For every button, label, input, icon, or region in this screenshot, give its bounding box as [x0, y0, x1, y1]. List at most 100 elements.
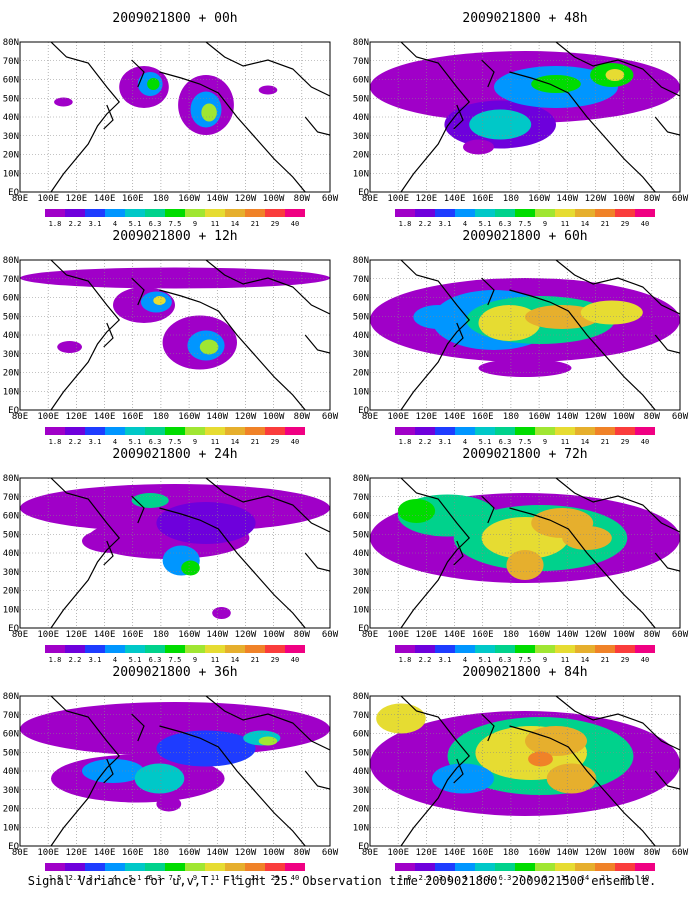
x-tick-label: 120E: [416, 194, 438, 204]
y-tick-label: 30N: [3, 132, 19, 142]
y-tick-label: 50N: [3, 94, 19, 104]
colorbar-swatch: [475, 863, 495, 871]
colorbar-swatch: [205, 209, 225, 217]
colorbar-label: 4: [463, 438, 467, 446]
y-tick-label: 20N: [353, 369, 369, 379]
x-tick-label: 160W: [528, 412, 550, 422]
panel-84h: 2009021800 + 84h 80E 100E 120E 140E 160E 180 16…: [353, 665, 689, 882]
variance-contour: [478, 359, 572, 377]
y-tick-label: 80N: [353, 256, 369, 266]
x-tick-label: 80E: [12, 848, 28, 858]
x-tick-label: 140W: [206, 630, 228, 640]
colorbar-swatch: [475, 645, 495, 653]
variance-contour: [258, 85, 278, 95]
colorbar-swatch: [435, 645, 455, 653]
colorbar-swatch: [185, 863, 205, 871]
variance-contour: [506, 550, 544, 580]
x-tick-label: 120E: [66, 630, 88, 640]
y-tick-label: EQ: [358, 406, 369, 416]
colorbar-label: 7.5: [519, 874, 532, 882]
colorbar-swatch: [205, 427, 225, 435]
colorbar-label: 3.1: [439, 220, 452, 228]
x-tick-label: 120W: [235, 194, 257, 204]
y-tick-label: EQ: [8, 188, 19, 198]
variance-contour: [54, 97, 73, 107]
colorbar-swatch: [145, 863, 165, 871]
colorbar-label: 40: [641, 220, 649, 228]
variance-contour: [531, 75, 581, 93]
x-tick-label: 160E: [472, 848, 494, 858]
y-tick-label: 40N: [353, 549, 369, 559]
colorbar-swatch: [45, 863, 65, 871]
colorbar-label: 11: [211, 438, 219, 446]
colorbar-swatch: [145, 645, 165, 653]
y-tick-label: 80N: [353, 38, 369, 48]
x-tick-label: 80E: [362, 194, 378, 204]
y-tick-label: 40N: [353, 113, 369, 123]
variance-contour: [376, 703, 426, 734]
y-tick-label: 40N: [3, 331, 19, 341]
variance-contour: [20, 267, 330, 289]
colorbar-swatch: [575, 427, 595, 435]
panels: 2009021800 + 00h 80E 100E 120E 140E 160E 180 16…: [3, 11, 689, 882]
colorbar-label: 1.8: [399, 438, 412, 446]
colorbar-label: 6.3: [499, 874, 512, 882]
y-tick-label: 70N: [353, 493, 369, 503]
y-tick-label: 20N: [3, 587, 19, 597]
x-tick-label: 100E: [37, 194, 59, 204]
variance-contour: [478, 305, 541, 341]
colorbar-swatch: [125, 863, 145, 871]
colorbar-swatch: [535, 209, 555, 217]
y-tick-label: 30N: [353, 132, 369, 142]
colorbar-label: 6.3: [499, 656, 512, 664]
colorbar-label: 1.8: [399, 220, 412, 228]
colorbar-label: 21: [251, 220, 259, 228]
x-tick-label: 160W: [178, 848, 200, 858]
colorbar-swatch: [495, 209, 515, 217]
x-tick-label: 120W: [585, 848, 607, 858]
colorbar-swatch: [125, 427, 145, 435]
colorbar-label: 21: [601, 438, 609, 446]
y-tick-label: 10N: [353, 605, 369, 615]
colorbar-swatch: [495, 645, 515, 653]
x-tick-label: 120E: [416, 412, 438, 422]
variance-field: [370, 493, 680, 583]
colorbar-swatch: [65, 863, 85, 871]
x-tick-label: 160W: [178, 194, 200, 204]
y-tick-label: 50N: [353, 748, 369, 758]
colorbar-label: 7.5: [169, 874, 182, 882]
panel-48h: 2009021800 + 48h 80E 100E 120E 140E 160E 180 16…: [353, 11, 689, 228]
x-tick-label: 60W: [672, 412, 689, 422]
colorbar-swatch: [285, 209, 305, 217]
x-tick-label: 140E: [94, 630, 116, 640]
y-tick-label: 60N: [353, 294, 369, 304]
variance-contour: [181, 560, 200, 576]
map-frame: [19, 695, 331, 847]
colorbar-label: 11: [211, 220, 219, 228]
y-tick-label: 30N: [353, 568, 369, 578]
colorbar-label: 5.1: [479, 874, 492, 882]
x-tick-label: 100E: [387, 194, 409, 204]
colorbar-label: 9: [543, 656, 547, 664]
y-tick-label: 40N: [3, 549, 19, 559]
x-tick-label: 120W: [585, 630, 607, 640]
colorbar-swatch: [265, 863, 285, 871]
y-tick-label: 70N: [3, 275, 19, 285]
x-tick-label: 80W: [294, 848, 311, 858]
variance-contour: [469, 109, 532, 140]
y-tick-label: EQ: [8, 842, 19, 852]
colorbar-label: 5.1: [129, 438, 142, 446]
colorbar-swatch: [65, 427, 85, 435]
panel-72h: 2009021800 + 72h 80E 100E 120E 140E 160E 180 16…: [353, 447, 689, 664]
x-tick-label: 60W: [322, 412, 339, 422]
y-tick-label: 10N: [3, 605, 19, 615]
colorbar-label: 14: [231, 438, 239, 446]
x-tick-label: 180: [153, 412, 169, 422]
colorbar-swatch: [285, 863, 305, 871]
colorbar-swatch: [185, 427, 205, 435]
colorbar-label: 1.8: [49, 220, 62, 228]
coastlines: [50, 478, 330, 628]
map-frame: [369, 259, 681, 411]
x-tick-label: 160W: [178, 630, 200, 640]
